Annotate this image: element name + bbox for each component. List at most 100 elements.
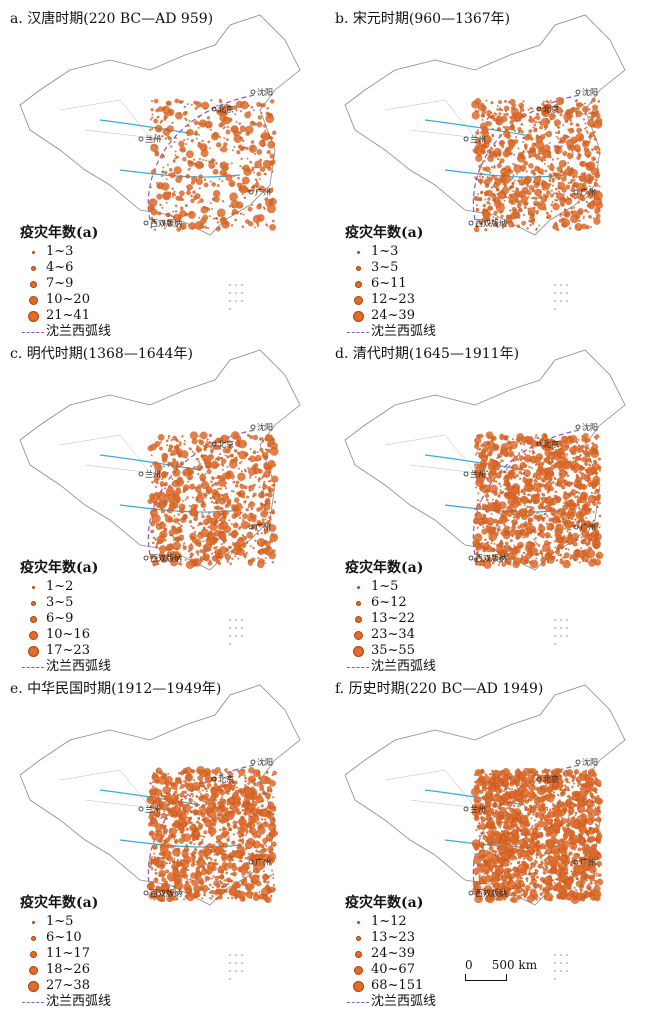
epidemic-dot [589,201,595,207]
epidemic-dot [221,782,224,785]
epidemic-dot [212,801,216,805]
epidemic-dot [161,157,164,159]
epidemic-dot [176,847,181,852]
epidemic-dot [566,481,572,487]
epidemic-dot [536,182,539,186]
epidemic-dot [479,500,482,503]
epidemic-dot [544,540,549,546]
epidemic-dot [212,843,216,847]
epidemic-dot [251,800,258,808]
epidemic-dot [505,468,508,471]
epidemic-dot [558,509,561,512]
island [235,970,237,972]
epidemic-dot [239,547,243,551]
epidemic-dot [554,187,558,191]
epidemic-dot [516,224,521,228]
epidemic-dot [587,161,596,170]
epidemic-dot [587,509,590,512]
island [235,962,237,964]
epidemic-dot [534,541,537,543]
epidemic-dot [525,439,528,443]
epidemic-dot [153,228,157,231]
epidemic-dot [207,466,210,468]
epidemic-dot [243,196,247,200]
epidemic-dot [237,144,243,150]
epidemic-dot [185,175,188,178]
epidemic-dot [188,167,191,170]
epidemic-dot [256,529,259,532]
epidemic-dot [170,145,173,148]
epidemic-dot [519,111,522,113]
epidemic-dot [246,856,251,861]
epidemic-dot [591,148,594,152]
epidemic-dot [260,531,263,535]
epidemic-dot [208,856,211,859]
epidemic-dot [184,846,189,852]
epidemic-dot [528,155,532,159]
epidemic-dot [248,144,257,153]
epidemic-dot [222,830,229,837]
epidemic-dot [191,450,194,453]
epidemic-dot [174,845,177,848]
epidemic-dot [202,552,206,555]
epidemic-dot [487,140,490,143]
epidemic-dot [242,769,245,772]
epidemic-dot [520,176,524,180]
epidemic-dot [201,789,204,792]
epidemic-dot [571,518,574,521]
epidemic-dot [272,549,276,553]
epidemic-dot [515,554,518,557]
epidemic-dot [245,131,250,136]
epidemic-dot [476,508,478,511]
epidemic-dot [194,162,197,165]
epidemic-dot [196,837,200,841]
island [235,619,237,621]
epidemic-dot [226,792,228,795]
epidemic-dot [500,459,503,462]
epidemic-dot [523,522,526,525]
epidemic-dot [238,835,242,839]
epidemic-dot [256,121,263,128]
epidemic-dot [254,539,257,542]
epidemic-dot [205,460,212,468]
epidemic-dot [254,160,262,169]
epidemic-dot [559,448,562,451]
epidemic-dot [178,455,181,458]
epidemic-dot [510,486,520,496]
epidemic-dot [598,469,601,472]
epidemic-dot [544,485,550,491]
epidemic-dot [263,512,266,515]
epidemic-dot [261,144,265,148]
epidemic-dot [176,481,180,485]
epidemic-dot [174,204,178,208]
epidemic-dot [154,871,158,875]
epidemic-dot [267,474,271,477]
epidemic-dot [252,434,259,441]
epidemic-dot [269,533,278,542]
epidemic-dot [203,784,206,787]
epidemic-dot [595,437,598,440]
epidemic-dot [200,785,203,788]
epidemic-dot [203,182,209,188]
epidemic-dot [172,885,175,888]
epidemic-dot [577,201,580,204]
epidemic-dot [471,111,480,120]
epidemic-dot [148,865,152,869]
epidemic-dot [567,161,570,164]
epidemic-dot [541,536,545,539]
epidemic-dot [567,144,573,150]
epidemic-dot [215,883,221,889]
epidemic-dot [587,140,591,144]
epidemic-dot [569,435,571,438]
epidemic-dot [204,225,208,229]
epidemic-dot [523,454,532,463]
epidemic-dot [266,197,269,200]
epidemic-dot [203,830,208,835]
epidemic-dot [181,790,185,794]
epidemic-dot [212,217,215,220]
island [229,643,231,645]
epidemic-dot [253,152,257,156]
epidemic-dot [167,464,170,467]
epidemic-dot [223,103,231,112]
epidemic-dot [549,118,552,121]
